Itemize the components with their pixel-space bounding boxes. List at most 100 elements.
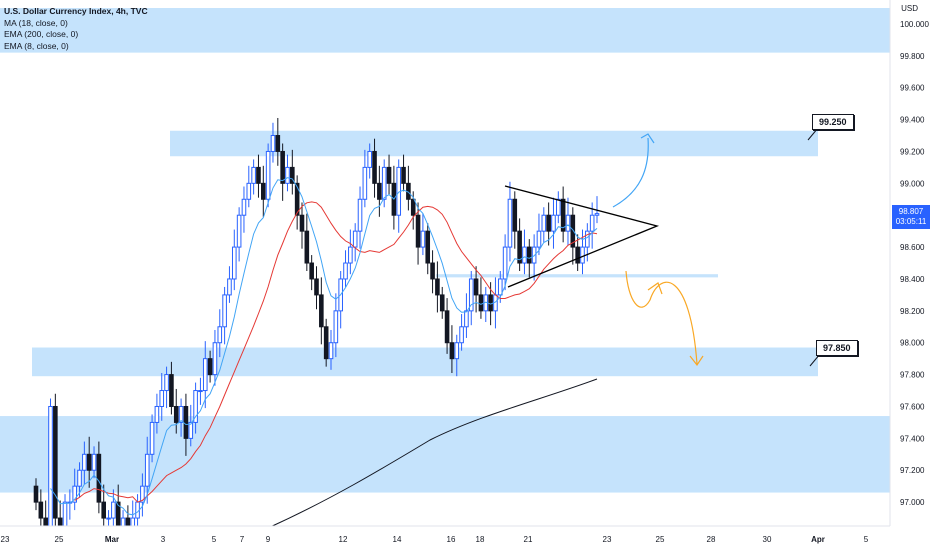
price-axis[interactable]: 100.000 99.800 99.600 99.400 99.200 99.000 98.… — [889, 0, 932, 550]
candle[interactable] — [217, 326, 223, 344]
candle[interactable] — [497, 278, 503, 296]
candle[interactable] — [565, 214, 571, 232]
candle[interactable] — [96, 453, 102, 503]
candle[interactable] — [256, 166, 261, 184]
candle[interactable] — [299, 214, 305, 232]
candle[interactable] — [357, 198, 363, 232]
bullish-arrow[interactable] — [612, 137, 649, 208]
candle[interactable] — [304, 230, 310, 264]
candle[interactable] — [367, 150, 372, 168]
candle[interactable] — [159, 390, 165, 407]
candle[interactable] — [198, 390, 203, 393]
candle[interactable] — [72, 485, 77, 503]
candle[interactable] — [580, 246, 585, 264]
candle[interactable] — [251, 166, 256, 184]
candle[interactable] — [502, 246, 508, 280]
candle[interactable] — [488, 294, 493, 312]
candle[interactable] — [444, 310, 450, 344]
candle[interactable] — [38, 501, 44, 519]
candle[interactable] — [246, 182, 252, 200]
drawings[interactable] — [504, 127, 821, 367]
candle[interactable] — [202, 358, 208, 392]
candle[interactable] — [144, 453, 150, 487]
candle[interactable] — [164, 374, 169, 392]
candle[interactable] — [188, 421, 194, 439]
time-axis[interactable]: 23 25 Mar 3 5 7 9 12 14 16 18 21 23 25 28 30 Apr 5 — [0, 525, 932, 550]
triangle-pattern[interactable] — [504, 185, 660, 288]
candle[interactable] — [420, 230, 426, 248]
candle[interactable] — [290, 166, 295, 184]
candle[interactable] — [91, 453, 97, 471]
candle[interactable] — [314, 278, 319, 296]
candle[interactable] — [507, 198, 513, 248]
candle[interactable] — [33, 485, 39, 503]
candle[interactable] — [140, 485, 145, 503]
candle[interactable] — [319, 294, 324, 328]
candle[interactable] — [241, 198, 247, 216]
candle[interactable] — [377, 182, 382, 200]
candle[interactable] — [222, 294, 227, 328]
candle[interactable] — [546, 214, 551, 232]
candle[interactable] — [415, 214, 421, 248]
candle[interactable] — [86, 453, 92, 471]
candle[interactable] — [236, 214, 242, 248]
candle[interactable] — [207, 358, 213, 376]
candle[interactable] — [183, 405, 189, 439]
candle[interactable] — [575, 246, 580, 264]
candle[interactable] — [111, 501, 116, 519]
candle[interactable] — [560, 198, 566, 232]
candle[interactable] — [53, 405, 58, 519]
candle[interactable] — [261, 182, 266, 200]
candle[interactable] — [82, 453, 87, 471]
candle[interactable] — [517, 230, 522, 264]
candle[interactable] — [435, 278, 440, 296]
candle[interactable] — [478, 294, 484, 312]
candle[interactable] — [231, 246, 237, 280]
candle[interactable] — [270, 135, 276, 152]
candle[interactable] — [212, 342, 218, 376]
candle[interactable] — [333, 310, 339, 344]
candle[interactable] — [454, 342, 460, 360]
candle[interactable] — [556, 198, 561, 216]
candle[interactable] — [280, 150, 285, 184]
candle[interactable] — [541, 214, 547, 232]
candle[interactable] — [536, 230, 542, 248]
candle[interactable] — [401, 166, 406, 184]
candle[interactable] — [323, 326, 329, 360]
candle[interactable] — [265, 150, 271, 200]
candle[interactable] — [275, 135, 281, 152]
candle[interactable] — [227, 278, 232, 296]
candle[interactable] — [551, 214, 556, 232]
candle[interactable] — [522, 246, 527, 264]
candle[interactable] — [193, 390, 198, 423]
candle[interactable] — [77, 469, 82, 487]
candle[interactable] — [512, 198, 518, 232]
candle[interactable] — [169, 374, 174, 407]
candle[interactable] — [439, 294, 445, 312]
bearish-arrow[interactable] — [625, 270, 698, 365]
candle[interactable] — [473, 278, 479, 296]
candle[interactable] — [285, 166, 290, 184]
support-label[interactable]: 97.850 — [816, 340, 858, 356]
candle[interactable] — [294, 182, 300, 216]
candle[interactable] — [178, 405, 184, 423]
candle[interactable] — [585, 230, 590, 248]
candle[interactable] — [589, 214, 595, 232]
candle[interactable] — [468, 278, 474, 312]
candle[interactable] — [464, 310, 469, 328]
candle[interactable] — [594, 213, 600, 216]
candle[interactable] — [348, 246, 353, 264]
candle[interactable] — [449, 342, 455, 360]
candle[interactable] — [352, 230, 358, 248]
candle[interactable] — [106, 517, 111, 520]
candle[interactable] — [386, 166, 392, 184]
candle[interactable] — [570, 214, 576, 248]
candle[interactable] — [154, 405, 160, 423]
candle[interactable] — [459, 326, 464, 344]
candle[interactable] — [526, 246, 532, 264]
candle[interactable] — [430, 262, 435, 280]
candle[interactable] — [425, 230, 431, 264]
candle[interactable] — [381, 166, 387, 200]
